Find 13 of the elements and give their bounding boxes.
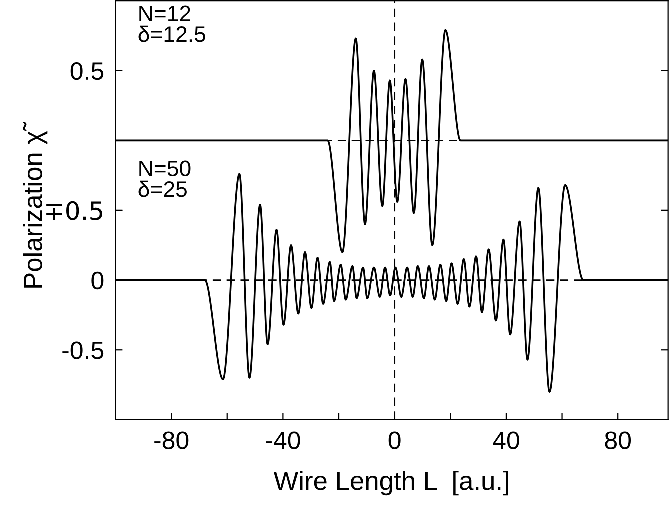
x-tick-label: 80: [605, 432, 632, 450]
y-tick-label: ∓0.5: [46, 201, 102, 220]
x-tick-label: -40: [266, 432, 300, 450]
x-tick-label: 0: [388, 432, 401, 450]
x-tick-label: -80: [154, 432, 189, 450]
annotation: N=12 δ=12.5: [138, 6, 206, 42]
y-tick-label: 0.5: [70, 62, 104, 80]
y-tick-label: 0: [92, 272, 104, 290]
y-tick-label: -0.5: [62, 342, 104, 360]
annotation: N=50 δ=25: [138, 160, 191, 198]
y-axis-title: Polarization χ̃: [23, 122, 48, 288]
x-axis-title: Wire Length L [a.u.]: [274, 471, 508, 496]
x-tick-label: 40: [493, 432, 520, 450]
